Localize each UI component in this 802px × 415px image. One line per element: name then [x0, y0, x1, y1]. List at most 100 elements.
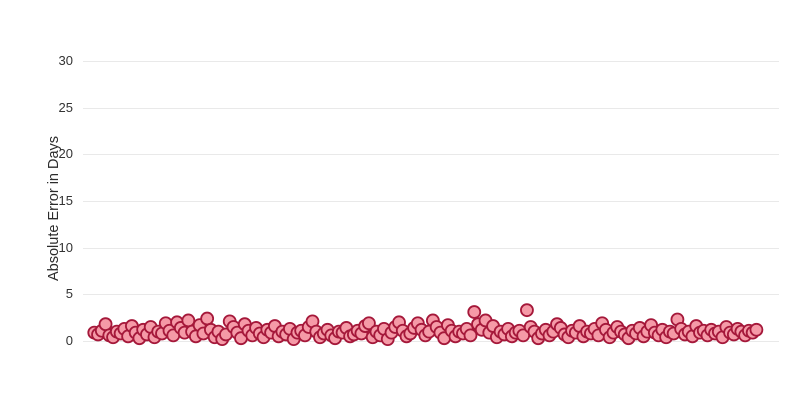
- y-axis-tick-label: 30: [58, 52, 73, 68]
- scatter-point: [572, 319, 587, 333]
- y-axis-tick-label: 10: [58, 239, 73, 255]
- scatter-point: [316, 326, 331, 341]
- scatter-point: [730, 321, 745, 336]
- scatter-point: [200, 311, 215, 326]
- scatter-point: [286, 332, 301, 347]
- scatter-point: [192, 318, 207, 333]
- scatter-point: [373, 328, 388, 343]
- scatter-point: [456, 326, 470, 341]
- scatter-point: [696, 323, 711, 338]
- scatter-point: [471, 317, 485, 332]
- scatter-point: [414, 322, 429, 337]
- gridline: [83, 341, 779, 342]
- scatter-point: [219, 327, 233, 342]
- scatter-point: [309, 324, 324, 339]
- scatter-point: [339, 321, 354, 335]
- scatter-point: [279, 327, 294, 342]
- scatter-point: [425, 313, 440, 328]
- scatter-point: [535, 326, 549, 341]
- gridline: [83, 248, 779, 249]
- scatter-point: [395, 323, 410, 338]
- gridline: [83, 61, 779, 62]
- scatter-point: [177, 325, 192, 340]
- scatter-point: [410, 316, 425, 331]
- scatter-point: [467, 305, 482, 319]
- scatter-point: [384, 325, 399, 340]
- scatter-point: [320, 322, 335, 337]
- scatter-point: [132, 331, 147, 346]
- scatter-point: [666, 326, 681, 341]
- scatter-point: [249, 321, 263, 335]
- y-axis-tick-label: 5: [65, 286, 73, 302]
- scatter-point: [290, 325, 305, 340]
- scatter-point: [437, 331, 452, 346]
- scatter-point: [222, 314, 237, 329]
- scatter-point: [670, 312, 685, 327]
- gridline: [83, 154, 779, 155]
- scatter-point: [234, 331, 248, 346]
- scatter-point: [113, 326, 128, 341]
- scatter-point: [587, 321, 602, 336]
- scatter-point: [158, 316, 173, 331]
- scatter-point: [94, 323, 109, 338]
- scatter-point: [527, 324, 542, 339]
- scatter-point: [102, 328, 117, 343]
- scatter-point: [264, 325, 279, 340]
- scatter-point: [663, 324, 677, 339]
- scatter-point: [117, 321, 132, 336]
- scatter-point: [742, 323, 756, 338]
- scatter-point: [380, 332, 395, 347]
- scatter-point: [482, 325, 497, 340]
- scatter-point: [493, 324, 508, 339]
- scatter-point: [362, 316, 376, 331]
- scatter-point: [407, 321, 421, 335]
- scatter-point: [704, 322, 719, 337]
- scatter-point: [599, 322, 613, 337]
- scatter-point: [418, 328, 433, 343]
- scatter-point: [745, 325, 760, 340]
- scatter-point: [689, 319, 704, 333]
- scatter-point: [655, 322, 670, 337]
- scatter-point: [170, 315, 184, 330]
- scatter-point: [403, 326, 418, 341]
- scatter-point: [749, 322, 764, 337]
- scatter-point: [610, 320, 625, 334]
- scatter-point: [486, 319, 500, 333]
- scatter-point: [181, 313, 196, 328]
- scatter-point: [523, 320, 538, 334]
- scatter-point: [226, 320, 241, 334]
- scatter-point: [136, 322, 151, 337]
- scatter-point: [433, 325, 448, 340]
- scatter-point: [681, 324, 696, 339]
- scatter-point: [140, 327, 154, 342]
- scatter-point: [583, 326, 598, 341]
- scatter-point: [305, 314, 320, 329]
- scatter-point: [452, 324, 467, 339]
- scatter-point: [166, 328, 181, 343]
- scatter-point: [377, 321, 391, 336]
- scatter-point: [98, 317, 113, 332]
- scatter-point: [516, 328, 531, 343]
- scatter-point: [87, 325, 102, 340]
- scatter-point: [196, 326, 211, 341]
- scatter-point: [173, 321, 188, 335]
- scatter-point: [109, 324, 124, 339]
- scatter-point: [275, 324, 290, 339]
- scatter-point: [531, 331, 546, 346]
- scatter-point: [520, 303, 534, 318]
- scatter-point: [155, 326, 169, 341]
- scatter-point: [711, 324, 726, 339]
- scatter-point: [614, 324, 628, 339]
- scatter-point: [215, 332, 230, 347]
- scatter-point: [734, 324, 749, 339]
- scatter-point: [632, 321, 647, 335]
- scatter-point: [459, 321, 474, 336]
- scatter-point: [606, 325, 621, 340]
- scatter-point: [125, 319, 139, 333]
- scatter-point: [444, 323, 459, 338]
- gridline: [83, 108, 779, 109]
- scatter-point: [723, 325, 737, 340]
- scatter-point: [693, 325, 707, 340]
